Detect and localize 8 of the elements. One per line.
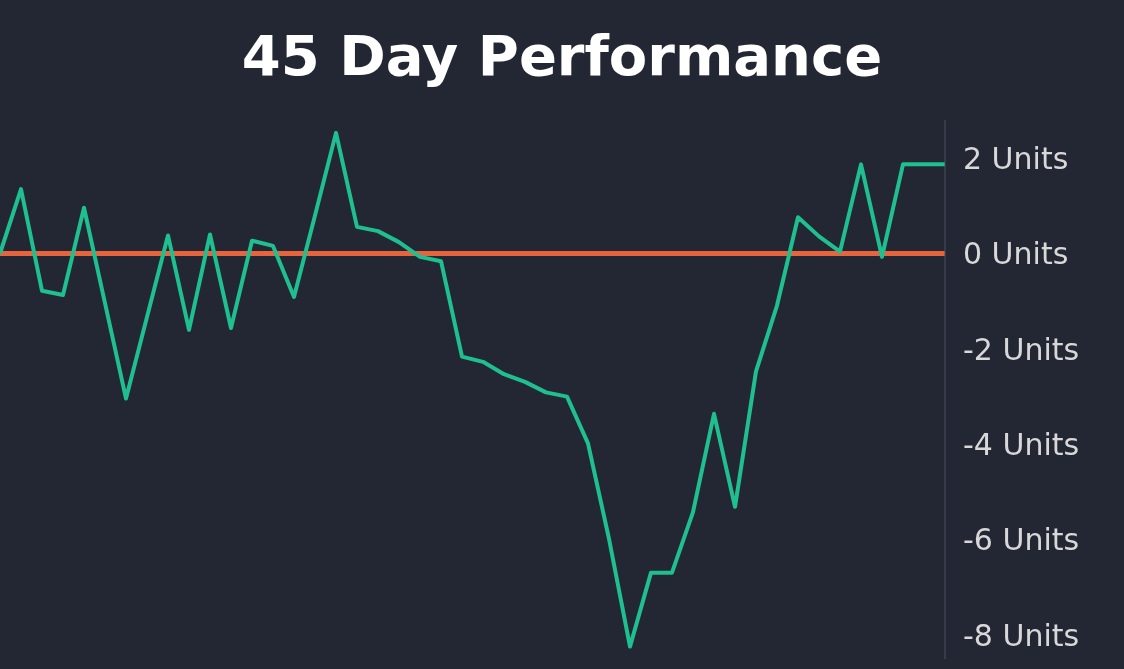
y-tick-label: -8 Units bbox=[963, 617, 1080, 653]
y-tick-label: -6 Units bbox=[963, 522, 1080, 558]
y-tick-label: 2 Units bbox=[963, 140, 1069, 176]
y-tick-label: -4 Units bbox=[963, 427, 1080, 462]
y-tick-label: 0 Units bbox=[963, 236, 1069, 272]
y-tick-label: -2 Units bbox=[963, 331, 1080, 367]
line-series bbox=[0, 130, 947, 649]
chart-title: 45 Day Performance bbox=[240, 21, 884, 90]
